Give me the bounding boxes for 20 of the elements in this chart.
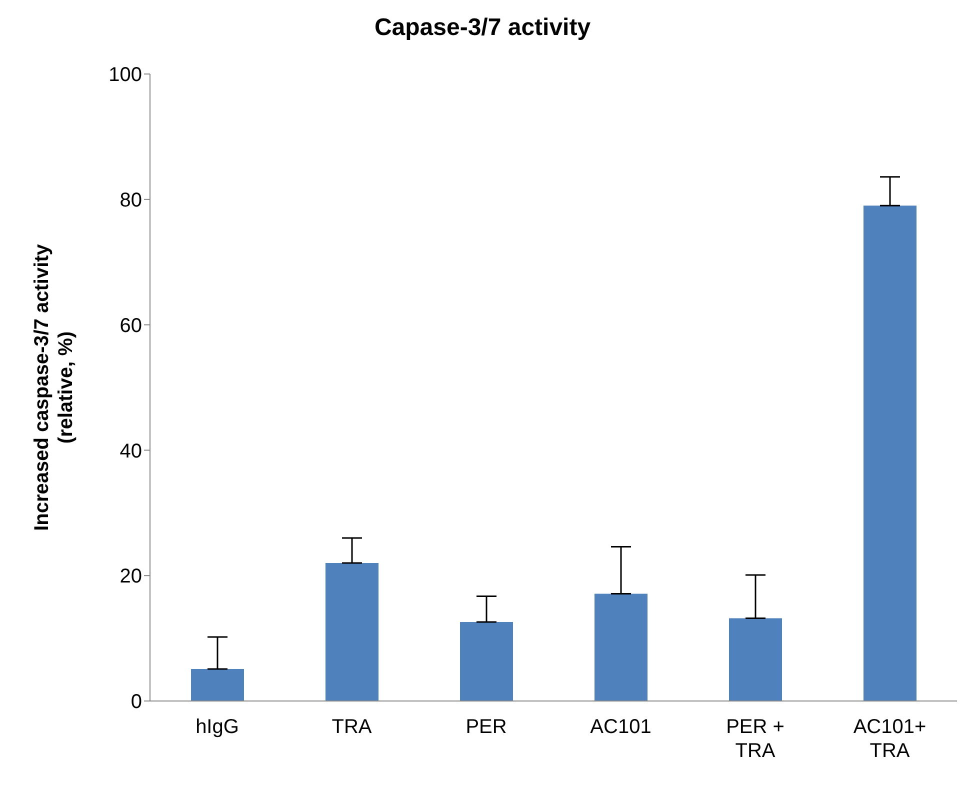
x-tick-label: PER + TRA bbox=[726, 716, 784, 762]
x-tick-label: AC101 bbox=[590, 716, 652, 738]
y-tick-label: 100 bbox=[108, 64, 142, 86]
y-tick-label: 0 bbox=[130, 691, 142, 714]
y-axis-title: Increased caspase-3/7 activity (relative, %) bbox=[31, 243, 77, 531]
bar bbox=[864, 206, 916, 701]
bar bbox=[191, 669, 244, 701]
chart-title: Capase-3/7 activity bbox=[373, 14, 592, 42]
bar bbox=[729, 618, 782, 701]
y-tick-label: 40 bbox=[120, 440, 142, 462]
bar bbox=[460, 622, 513, 701]
bar bbox=[594, 594, 648, 701]
x-tick-label: hIgG bbox=[196, 716, 239, 738]
x-tick-label: AC101+ TRA bbox=[853, 716, 926, 762]
y-tick-label: 80 bbox=[120, 190, 142, 212]
y-tick-label: 60 bbox=[120, 314, 142, 337]
bar bbox=[326, 563, 378, 701]
x-tick-label: PER bbox=[466, 716, 507, 738]
y-tick-label: 20 bbox=[120, 566, 142, 588]
x-tick-label: TRA bbox=[332, 716, 372, 738]
